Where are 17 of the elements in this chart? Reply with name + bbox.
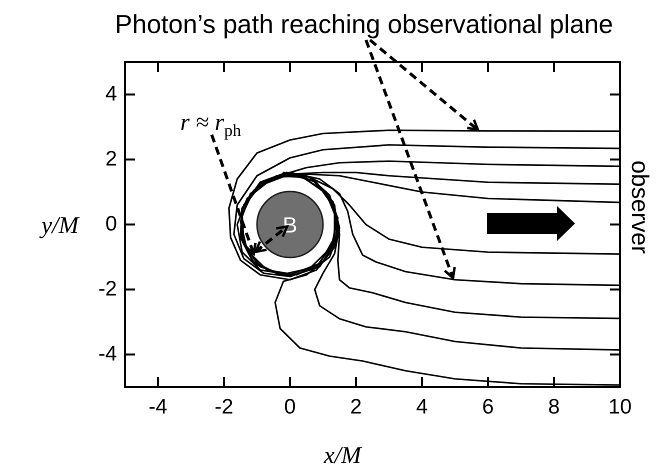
y-axis-title: y/M bbox=[39, 213, 81, 239]
text: observer bbox=[626, 160, 653, 254]
y-tick-label: -2 bbox=[98, 277, 117, 300]
x-tick-label: 2 bbox=[350, 395, 362, 418]
y-tick-label: 0 bbox=[105, 212, 117, 236]
chart-title: Photon’s path reaching observational plane bbox=[114, 9, 614, 39]
x-tick-label: -2 bbox=[214, 395, 234, 418]
x-tick-label: 8 bbox=[548, 395, 560, 418]
x-tick-label: 0 bbox=[284, 395, 296, 418]
x-axis-title: x/M bbox=[322, 443, 364, 469]
y-tick-label: 4 bbox=[105, 82, 118, 106]
x-tick-label: 10 bbox=[608, 395, 632, 418]
x-tick-label: -4 bbox=[148, 395, 168, 418]
y-tick-label: 2 bbox=[105, 147, 117, 170]
x-tick-label: 4 bbox=[416, 395, 428, 418]
y-tick-label: -4 bbox=[98, 342, 118, 366]
x-tick-label: 6 bbox=[482, 395, 494, 418]
